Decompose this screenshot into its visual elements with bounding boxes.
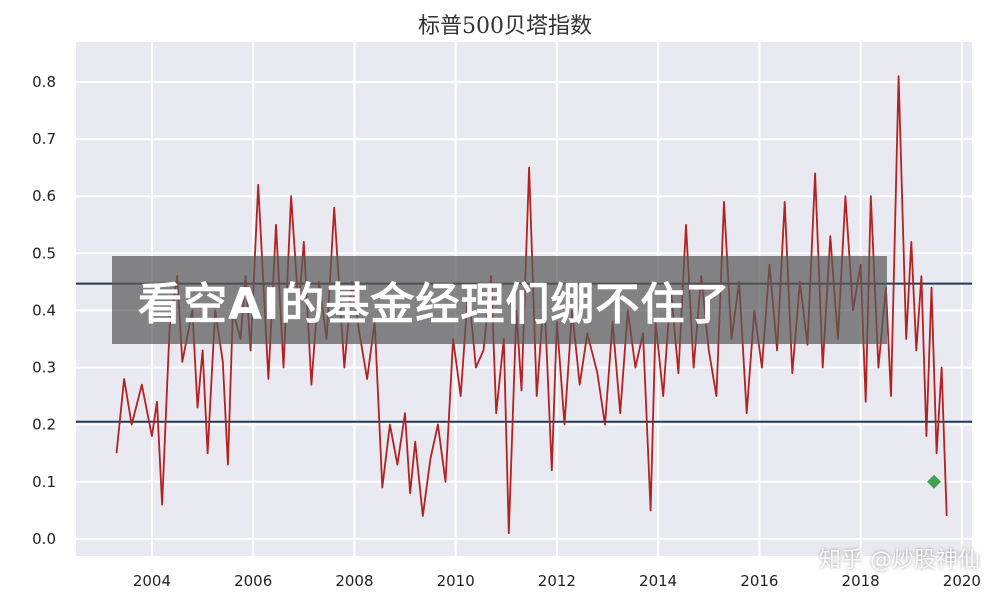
x-tick-label: 2010 <box>437 572 475 590</box>
y-tick-label: 0.7 <box>32 130 56 148</box>
x-tick-label: 2018 <box>842 572 880 590</box>
y-tick-label: 0.8 <box>32 73 56 91</box>
x-tick-label: 2008 <box>335 572 373 590</box>
x-tick-label: 2014 <box>639 572 677 590</box>
y-tick-label: 0.4 <box>32 301 56 319</box>
x-tick-label: 2006 <box>234 572 272 590</box>
y-tick-label: 0.3 <box>32 359 56 377</box>
x-tick-label: 2020 <box>943 572 981 590</box>
headline-banner: 看空AI的基金经理们绷不住了 <box>112 256 887 344</box>
y-axis: 0.0 0.1 0.2 0.3 0.4 0.5 0.6 0.7 0.8 <box>32 73 56 548</box>
x-tick-label: 2004 <box>133 572 171 590</box>
headline-text: 看空AI的基金经理们绷不住了 <box>138 279 731 330</box>
latest-value-marker <box>927 474 942 489</box>
watermark: 知乎 @炒股神仙 <box>819 548 980 573</box>
x-tick-label: 2012 <box>538 572 576 590</box>
x-axis: 2004 2006 2008 2010 2012 2014 2016 2018 2020 <box>133 572 981 590</box>
y-tick-label: 0.0 <box>32 530 56 548</box>
y-tick-label: 0.5 <box>32 244 56 262</box>
y-tick-label: 0.6 <box>32 187 56 205</box>
y-tick-label: 0.2 <box>32 416 56 434</box>
x-tick-label: 2016 <box>740 572 778 590</box>
chart-title: 标普500贝塔指数 <box>418 14 592 39</box>
y-tick-label: 0.1 <box>32 473 56 491</box>
